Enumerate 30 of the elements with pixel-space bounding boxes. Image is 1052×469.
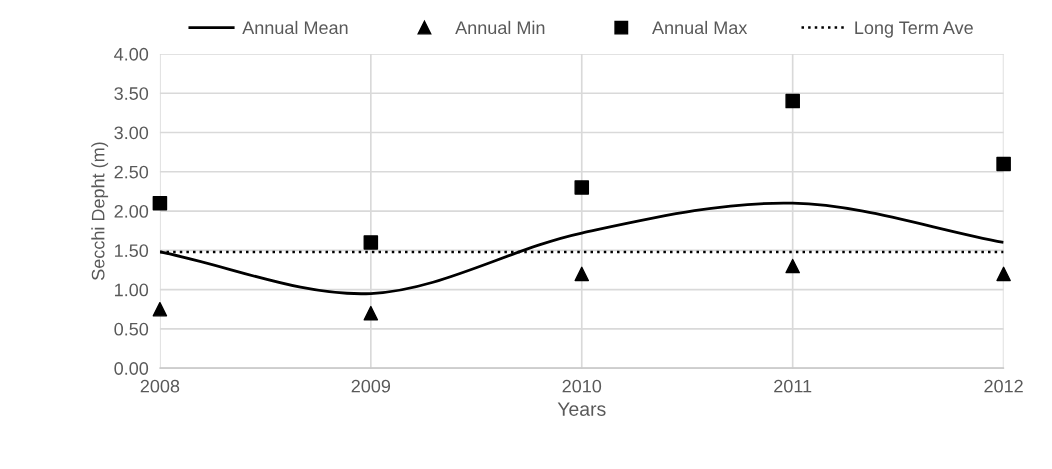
legend-label: Annual Max <box>652 20 748 35</box>
legend-label: Annual Mean <box>242 20 348 35</box>
y-tick-label: 0.50 <box>114 322 149 336</box>
y-tick-label: 3.00 <box>114 126 149 140</box>
point <box>152 195 168 211</box>
point <box>152 301 168 317</box>
point <box>996 266 1011 282</box>
y-tick-label: 1.00 <box>115 283 149 297</box>
y-tick-label: 0.00 <box>114 362 149 375</box>
legend-label: Long Term Ave <box>855 21 973 38</box>
y-tick-label: 2.00 <box>114 204 149 218</box>
point <box>996 156 1011 172</box>
x-tick-label: 2009 <box>351 379 391 393</box>
x-axis-title: Years <box>557 402 606 416</box>
y-axis-title: Secchi Depht (m) <box>91 142 109 280</box>
y-tick-label: 4.00 <box>114 47 149 61</box>
x-tick-label: 2008 <box>140 379 180 393</box>
point <box>574 180 590 195</box>
point <box>785 258 800 274</box>
x-tick-label: 2010 <box>562 379 602 393</box>
y-tick-label: 3.50 <box>114 87 149 100</box>
point <box>363 235 379 250</box>
point <box>363 305 379 321</box>
point <box>785 93 800 109</box>
y-tick-label: 1.50 <box>115 244 149 258</box>
point <box>574 266 590 282</box>
x-tick-label: 2011 <box>774 379 812 393</box>
x-tick-label: 2012 <box>984 379 1023 393</box>
y-tick-label: 2.50 <box>114 165 149 179</box>
legend-label: Annual Min <box>455 20 545 35</box>
